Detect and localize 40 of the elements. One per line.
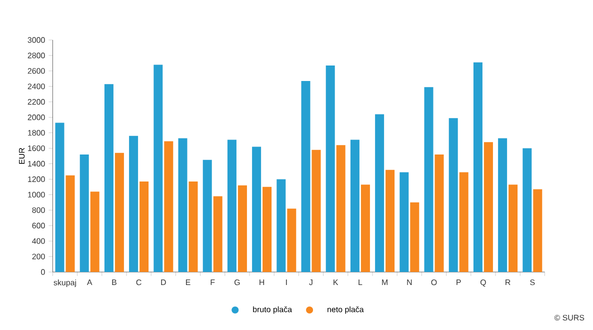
bar xyxy=(459,172,468,272)
bar xyxy=(202,160,212,272)
bar xyxy=(508,184,518,272)
bar xyxy=(301,80,310,272)
bar xyxy=(55,122,64,272)
bar xyxy=(252,146,262,272)
bar xyxy=(386,170,395,272)
bar xyxy=(326,66,335,272)
bar xyxy=(312,150,321,272)
bar xyxy=(90,192,100,272)
bar xyxy=(154,64,163,272)
bar xyxy=(448,118,458,272)
bar xyxy=(533,189,542,272)
bar xyxy=(336,145,346,272)
bar xyxy=(498,138,508,272)
bar xyxy=(276,179,286,272)
bar xyxy=(213,196,222,272)
bar xyxy=(178,138,188,272)
bar xyxy=(434,154,444,272)
bar xyxy=(188,182,198,272)
bar xyxy=(424,87,434,272)
bar xyxy=(140,182,149,272)
bar xyxy=(400,172,409,272)
bar xyxy=(360,184,370,272)
bar xyxy=(522,148,532,272)
bar xyxy=(129,136,138,272)
bar xyxy=(287,208,296,272)
bar xyxy=(114,152,124,272)
bar xyxy=(375,114,384,272)
bar xyxy=(80,154,89,272)
bar xyxy=(238,185,247,272)
bar xyxy=(410,202,420,272)
bar xyxy=(66,175,75,272)
bar xyxy=(164,141,174,272)
bar xyxy=(484,142,493,272)
bar xyxy=(473,62,482,272)
bar xyxy=(104,84,114,272)
bar xyxy=(227,140,236,272)
bar xyxy=(350,140,360,272)
bar xyxy=(262,186,272,272)
